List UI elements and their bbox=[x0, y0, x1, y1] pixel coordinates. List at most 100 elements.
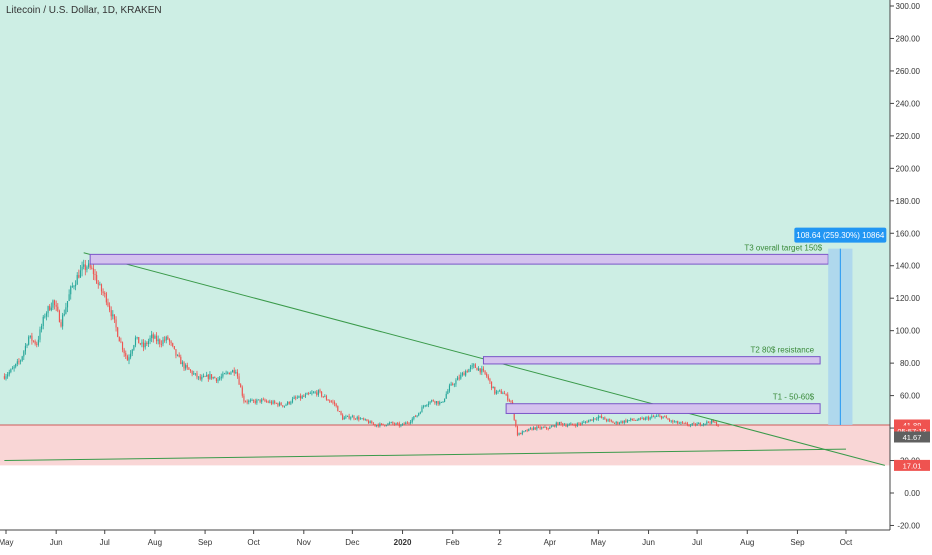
price-axis[interactable]: 300.00 280.00 260.00 240.00 220.00 200.00 180.… bbox=[889, 0, 932, 550]
candle-body bbox=[589, 419, 591, 421]
candle-body bbox=[667, 418, 669, 420]
candle-body bbox=[482, 368, 485, 371]
candle-body bbox=[107, 302, 109, 306]
x-tick-label: Sep bbox=[198, 538, 213, 547]
candle-body bbox=[34, 340, 36, 344]
candle-body bbox=[117, 327, 119, 337]
candle-body bbox=[296, 397, 298, 399]
candle-body bbox=[524, 430, 527, 432]
candle-body bbox=[104, 293, 106, 294]
time-axis[interactable]: May Jun Jul Aug Sep Oct Nov Dec 2020 Feb 2 Apr May Ju… bbox=[0, 529, 932, 550]
candle-body bbox=[495, 391, 497, 394]
candle-body bbox=[26, 344, 28, 346]
candle-body bbox=[673, 421, 676, 423]
candle-body bbox=[89, 263, 91, 268]
candle-body bbox=[198, 376, 200, 378]
candle-body bbox=[437, 401, 439, 405]
price-tag-label: 17.01 bbox=[903, 461, 922, 470]
candle-body bbox=[83, 264, 85, 267]
candle-body bbox=[377, 425, 379, 427]
candle-body bbox=[609, 419, 611, 421]
candle-body bbox=[612, 421, 614, 424]
candle-body bbox=[533, 427, 535, 430]
candle-body bbox=[196, 373, 198, 378]
candle-body bbox=[99, 284, 101, 286]
candle-body bbox=[131, 349, 133, 354]
candle-body bbox=[665, 416, 667, 419]
candle-body bbox=[282, 405, 284, 407]
candle-body bbox=[11, 368, 14, 370]
measure-label-box bbox=[794, 227, 887, 243]
candle-body bbox=[380, 423, 383, 425]
candle-body bbox=[413, 416, 415, 419]
candle-body bbox=[16, 361, 18, 364]
candle-body bbox=[253, 400, 255, 401]
candle-body bbox=[272, 401, 274, 404]
candle-body bbox=[625, 420, 627, 423]
candle-body bbox=[126, 356, 128, 361]
candle-body bbox=[232, 370, 234, 373]
candle-body bbox=[113, 314, 116, 320]
candle-body bbox=[531, 428, 533, 430]
candle-body bbox=[248, 400, 250, 403]
candle-body bbox=[458, 377, 460, 379]
price-tag bbox=[894, 431, 930, 443]
candle-body bbox=[644, 417, 646, 420]
candle-body bbox=[599, 416, 601, 417]
candle-body bbox=[680, 422, 682, 424]
candle-body bbox=[620, 421, 622, 423]
candle-body bbox=[392, 422, 394, 424]
candle-body bbox=[293, 397, 295, 399]
candle-body bbox=[385, 425, 387, 427]
candle-body bbox=[60, 322, 62, 327]
candle-body bbox=[21, 356, 23, 361]
x-tick-label: 2020 bbox=[394, 538, 412, 547]
candle-body bbox=[623, 420, 625, 423]
candle-body bbox=[32, 340, 35, 342]
candle-body bbox=[555, 422, 557, 427]
candle-body bbox=[489, 378, 491, 382]
candle-body bbox=[115, 319, 117, 328]
candle-body bbox=[421, 407, 423, 413]
x-tick-label: Oct bbox=[247, 538, 260, 547]
candle-body bbox=[389, 422, 391, 424]
candle-body bbox=[20, 360, 22, 362]
candle-body bbox=[576, 423, 578, 426]
candle-body bbox=[546, 426, 548, 429]
candle-body bbox=[31, 335, 33, 341]
candle-body bbox=[442, 401, 444, 403]
candle-body bbox=[162, 339, 164, 345]
candle-body bbox=[52, 300, 54, 308]
candle-body bbox=[228, 372, 230, 375]
candle-body bbox=[155, 335, 158, 342]
candle-body bbox=[468, 369, 470, 373]
candle-body bbox=[654, 416, 656, 418]
candle-body bbox=[638, 418, 640, 421]
candle-body bbox=[68, 294, 70, 301]
candle-body bbox=[550, 426, 552, 428]
candle-body bbox=[159, 339, 161, 345]
target-box bbox=[482, 356, 821, 365]
candle-body bbox=[646, 417, 648, 419]
candle-body bbox=[335, 403, 337, 407]
candle-body bbox=[405, 422, 407, 425]
candle-body bbox=[714, 422, 716, 423]
y-tick-label: 220.00 bbox=[896, 132, 921, 141]
x-tick-label: Feb bbox=[446, 538, 460, 547]
candle-body bbox=[622, 421, 624, 423]
candle-body bbox=[262, 399, 264, 401]
x-tick-label: Jul bbox=[100, 538, 110, 547]
candle-body bbox=[201, 376, 203, 380]
candle-body bbox=[382, 423, 384, 425]
candle-body bbox=[314, 392, 316, 394]
candle-body bbox=[369, 421, 371, 424]
candle-body bbox=[400, 424, 402, 427]
candle-body bbox=[304, 394, 306, 397]
x-tick-label: Jun bbox=[50, 538, 63, 547]
y-tick-label: 60.00 bbox=[900, 392, 921, 401]
price-tag-label: 05:57:13 bbox=[897, 427, 926, 436]
candle-body bbox=[152, 334, 154, 339]
candle-body bbox=[243, 395, 245, 402]
candle-body bbox=[541, 427, 543, 429]
